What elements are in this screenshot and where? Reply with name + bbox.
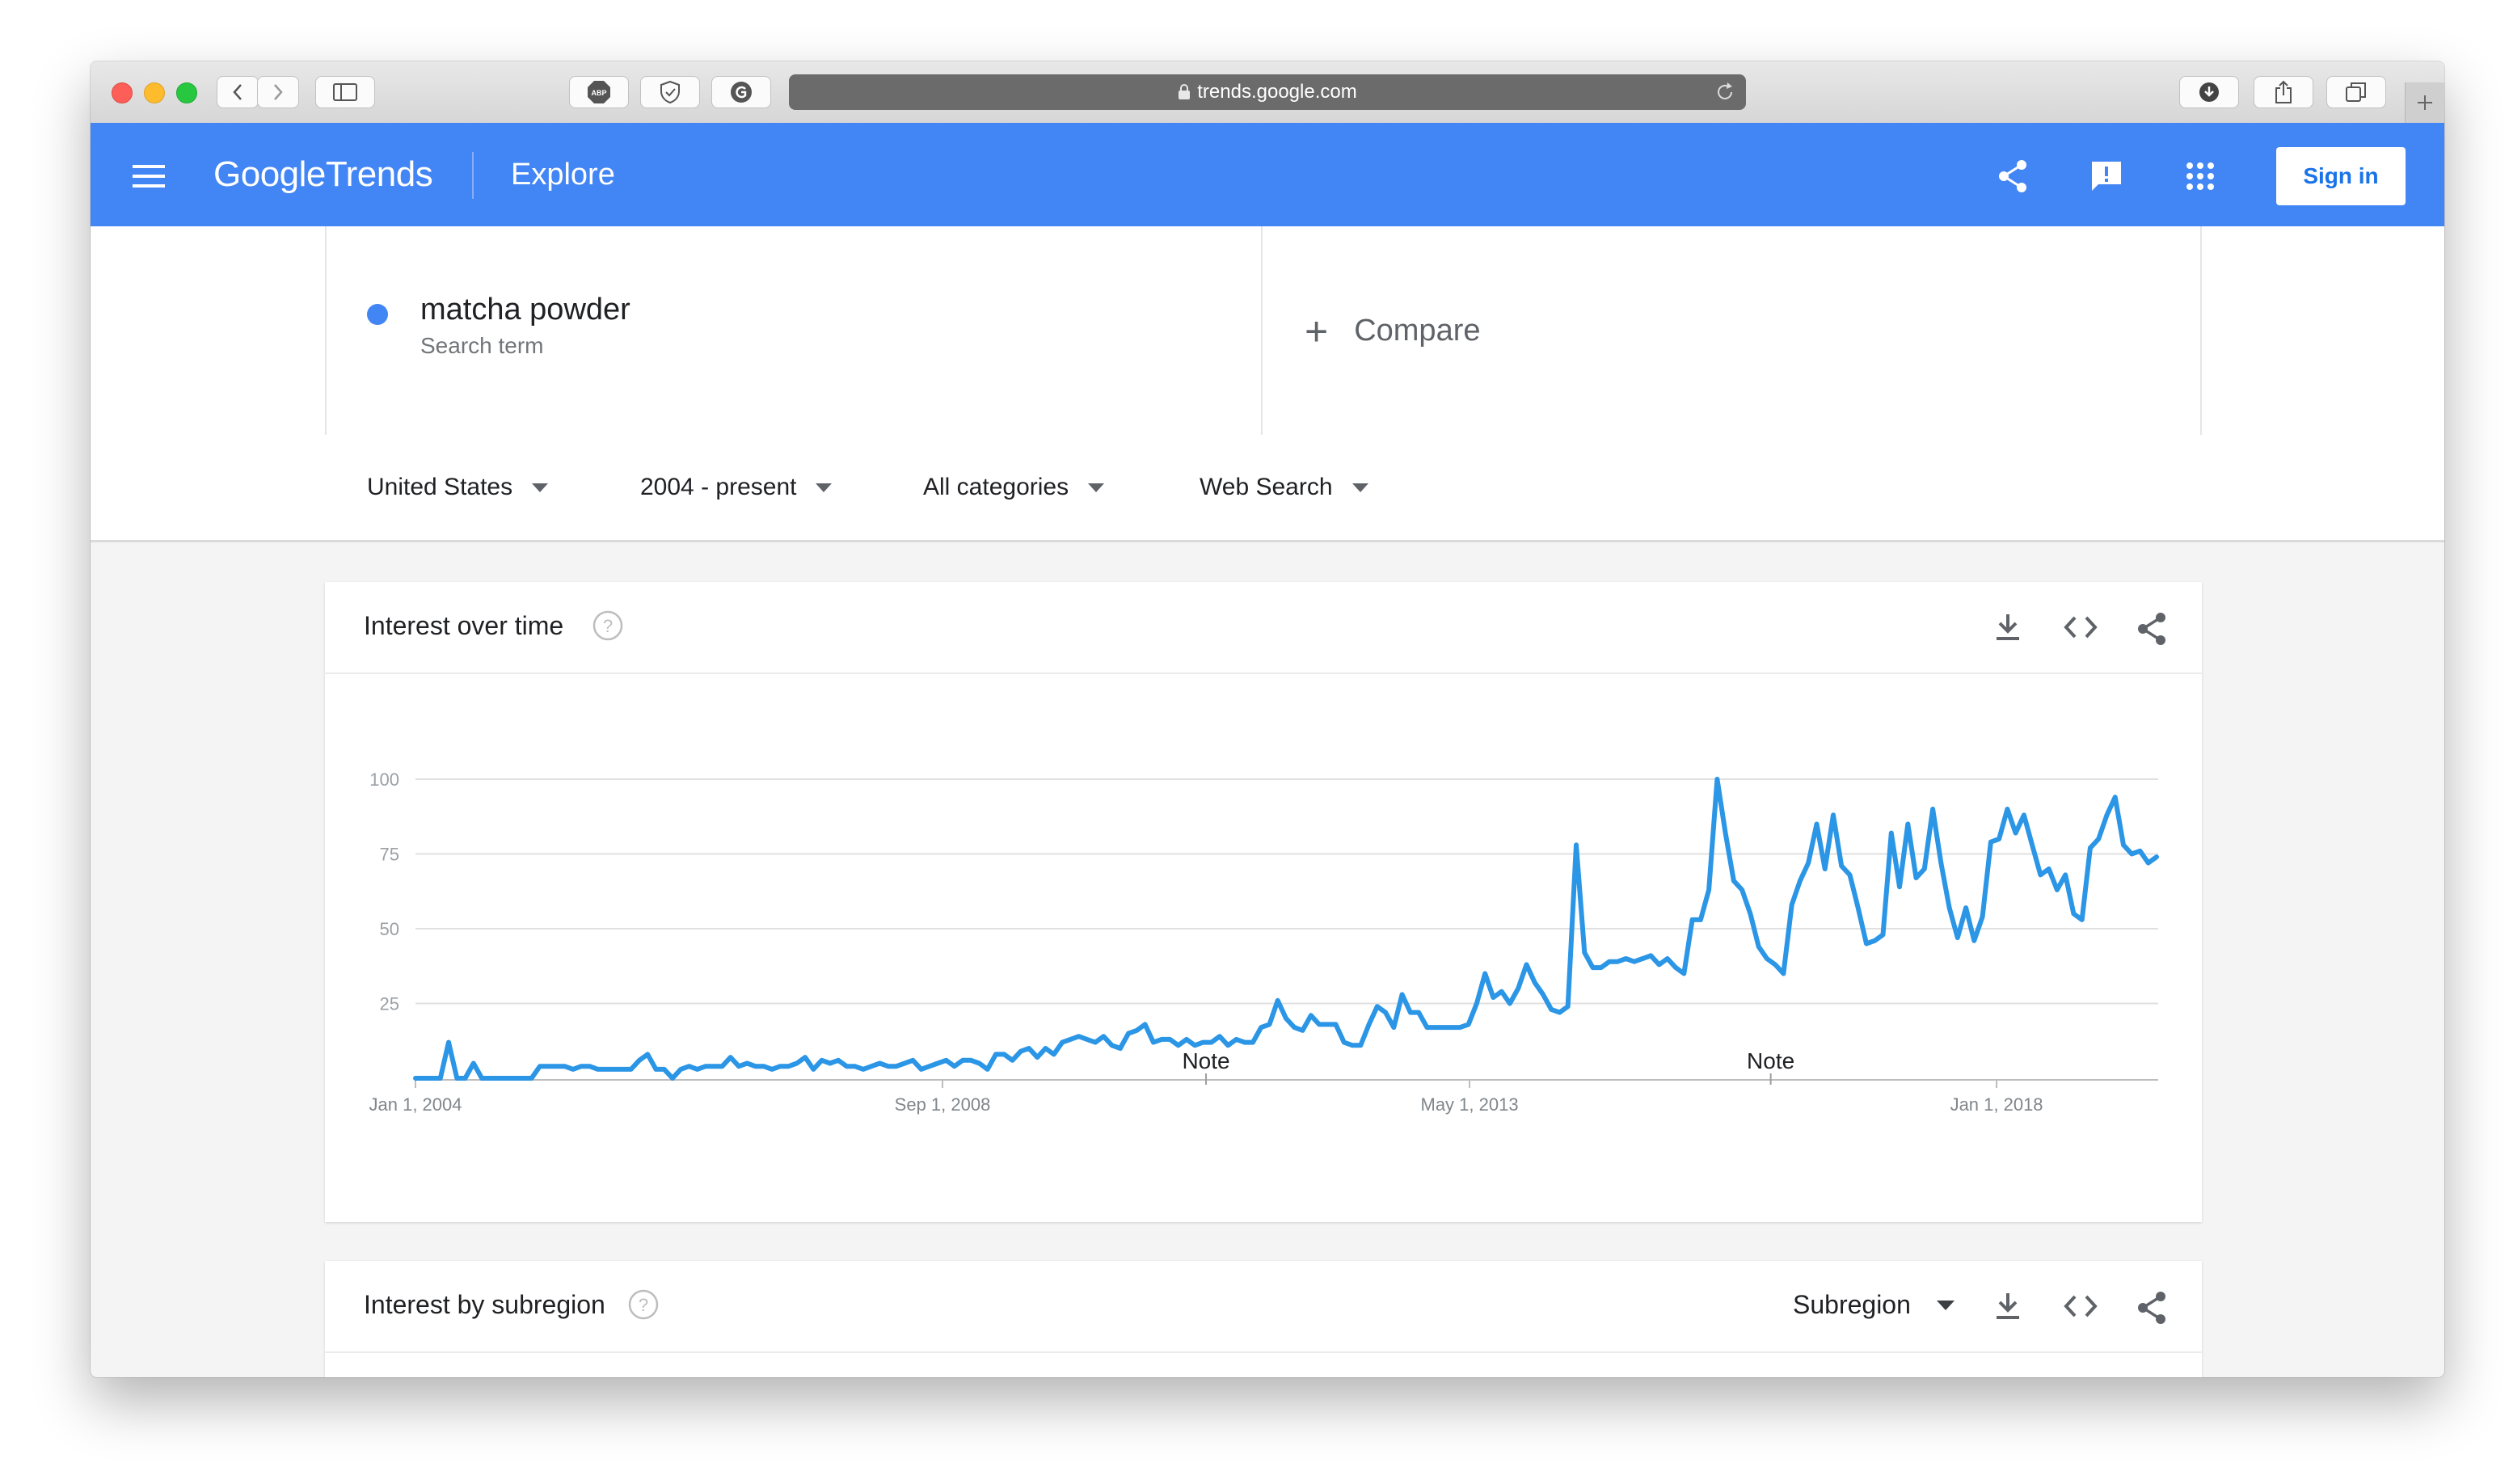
chevron-right-icon xyxy=(274,84,283,100)
close-window-button[interactable] xyxy=(112,82,133,103)
region-filter[interactable]: United States xyxy=(367,474,549,501)
y-tick-label: 75 xyxy=(380,845,399,865)
download-icon[interactable] xyxy=(1993,611,2022,647)
compare-card[interactable]: + Compare xyxy=(1263,226,2202,435)
grammarly-icon xyxy=(731,82,752,103)
help-icon[interactable]: ? xyxy=(592,609,624,646)
term-color-dot xyxy=(367,304,388,325)
x-tick-label: Jan 1, 2018 xyxy=(1950,1094,2043,1115)
category-filter[interactable]: All categories xyxy=(923,474,1105,501)
svg-text:?: ? xyxy=(603,616,613,636)
sidebar-toggle-button[interactable] xyxy=(315,76,375,108)
subregion-dropdown-value: Subregion xyxy=(1793,1290,1911,1319)
embed-code-icon[interactable] xyxy=(2063,1290,2098,1326)
svg-text:?: ? xyxy=(639,1295,648,1315)
embed-code-icon[interactable] xyxy=(2063,611,2098,647)
annotation-label: Note xyxy=(1182,1048,1229,1073)
y-tick-label: 25 xyxy=(380,994,399,1014)
header-divider xyxy=(472,152,474,199)
page-title: Explore xyxy=(511,158,615,192)
privacy-extension-button[interactable] xyxy=(640,76,700,108)
card-title: Interest by subregion xyxy=(364,1290,605,1319)
y-tick-label: 100 xyxy=(369,769,399,790)
caret-down-icon xyxy=(1351,483,1368,492)
apps-grid-icon[interactable] xyxy=(2186,162,2215,195)
subregion-dropdown[interactable]: Subregion xyxy=(1793,1290,1954,1320)
forward-button[interactable] xyxy=(257,76,299,108)
x-tick-label: Sep 1, 2008 xyxy=(895,1094,991,1115)
search-property-filter[interactable]: Web Search xyxy=(1200,474,1368,501)
svg-text:ABP: ABP xyxy=(591,89,606,97)
caret-down-icon xyxy=(816,483,833,492)
browser-window: ABP trends.google.com xyxy=(91,61,2444,1377)
address-url: trends.google.com xyxy=(1197,81,1357,103)
adblock-icon: ABP xyxy=(588,81,610,103)
share-icon[interactable] xyxy=(1997,158,2029,198)
compare-label: Compare xyxy=(1354,314,1481,348)
address-bar[interactable]: trends.google.com xyxy=(789,74,1746,110)
y-tick-label: 50 xyxy=(380,919,399,939)
time-range-filter-value: 2004 - present xyxy=(640,474,797,500)
logo-google-text: Google xyxy=(213,154,326,194)
back-button[interactable] xyxy=(217,76,259,108)
search-term-type: Search term xyxy=(420,333,544,358)
card-header: Interest by subregion ? Subregion xyxy=(325,1261,2202,1353)
region-filter-value: United States xyxy=(367,474,513,500)
interest-over-time-card: Interest over time ? 100 75 50 25 Jan 1, 200… xyxy=(325,582,2202,1222)
series-line-matcha-powder xyxy=(413,777,2159,1081)
x-tick-label: May 1, 2013 xyxy=(1421,1094,1519,1115)
time-range-filter[interactable]: 2004 - present xyxy=(640,474,833,501)
caret-down-icon xyxy=(1088,483,1105,492)
plus-icon: + xyxy=(1305,308,1329,354)
zoom-window-button[interactable] xyxy=(176,82,197,103)
share-page-button[interactable] xyxy=(2254,76,2313,108)
category-filter-value: All categories xyxy=(923,474,1069,500)
shield-icon xyxy=(660,80,680,104)
card-header: Interest over time ? xyxy=(325,582,2202,674)
logo-trends-text: Trends xyxy=(325,154,433,194)
filter-bar: United States 2004 - present All categor… xyxy=(91,435,2444,542)
sign-in-button[interactable]: Sign in xyxy=(2276,147,2406,205)
hamburger-menu-icon[interactable] xyxy=(133,165,165,192)
reload-icon[interactable] xyxy=(1714,81,1736,109)
share-icon[interactable] xyxy=(2136,611,2168,651)
tabs-overview-button[interactable] xyxy=(2326,76,2386,108)
chevron-left-icon xyxy=(233,84,242,100)
sidebar-icon xyxy=(333,83,357,101)
help-icon[interactable]: ? xyxy=(627,1288,660,1325)
interest-by-subregion-card: Interest by subregion ? Subregion xyxy=(325,1261,2202,1377)
browser-toolbar: ABP trends.google.com xyxy=(91,61,2444,124)
download-circle-icon xyxy=(2199,82,2219,102)
search-property-filter-value: Web Search xyxy=(1200,474,1333,500)
card-title: Interest over time xyxy=(364,611,564,640)
share-icon[interactable] xyxy=(2136,1290,2168,1330)
download-icon[interactable] xyxy=(1993,1290,2022,1326)
search-terms-bar: matcha powder Search term + Compare xyxy=(91,226,2444,436)
google-trends-logo[interactable]: GoogleTrends xyxy=(213,152,433,197)
caret-down-icon xyxy=(532,483,549,492)
compare-button[interactable]: + Compare xyxy=(1305,308,1481,354)
downloads-button[interactable] xyxy=(2179,76,2239,108)
app-header: GoogleTrends Explore Sign in xyxy=(91,123,2444,226)
caret-down-icon xyxy=(1936,1300,1954,1310)
lock-icon xyxy=(1178,84,1191,100)
new-tab-button[interactable] xyxy=(2405,82,2444,123)
annotation-label: Note xyxy=(1747,1048,1794,1073)
line-chart[interactable]: 100 75 50 25 Jan 1, 2004 Sep 1, 2008 May 1, 20… xyxy=(325,672,2202,1222)
plus-icon xyxy=(2418,95,2432,110)
minimize-window-button[interactable] xyxy=(144,82,165,103)
share-up-icon xyxy=(2275,80,2292,103)
search-term-name[interactable]: matcha powder xyxy=(420,293,630,327)
tabs-icon xyxy=(2346,82,2366,102)
adblock-extension-button[interactable]: ABP xyxy=(569,76,629,108)
grammarly-extension-button[interactable] xyxy=(711,76,771,108)
interest-chart: 100 75 50 25 Jan 1, 2004 Sep 1, 2008 May 1, 20… xyxy=(325,672,2202,1226)
feedback-icon[interactable] xyxy=(2089,158,2124,198)
x-tick-label: Jan 1, 2004 xyxy=(369,1094,462,1115)
search-term-card[interactable]: matcha powder Search term xyxy=(325,226,1263,435)
